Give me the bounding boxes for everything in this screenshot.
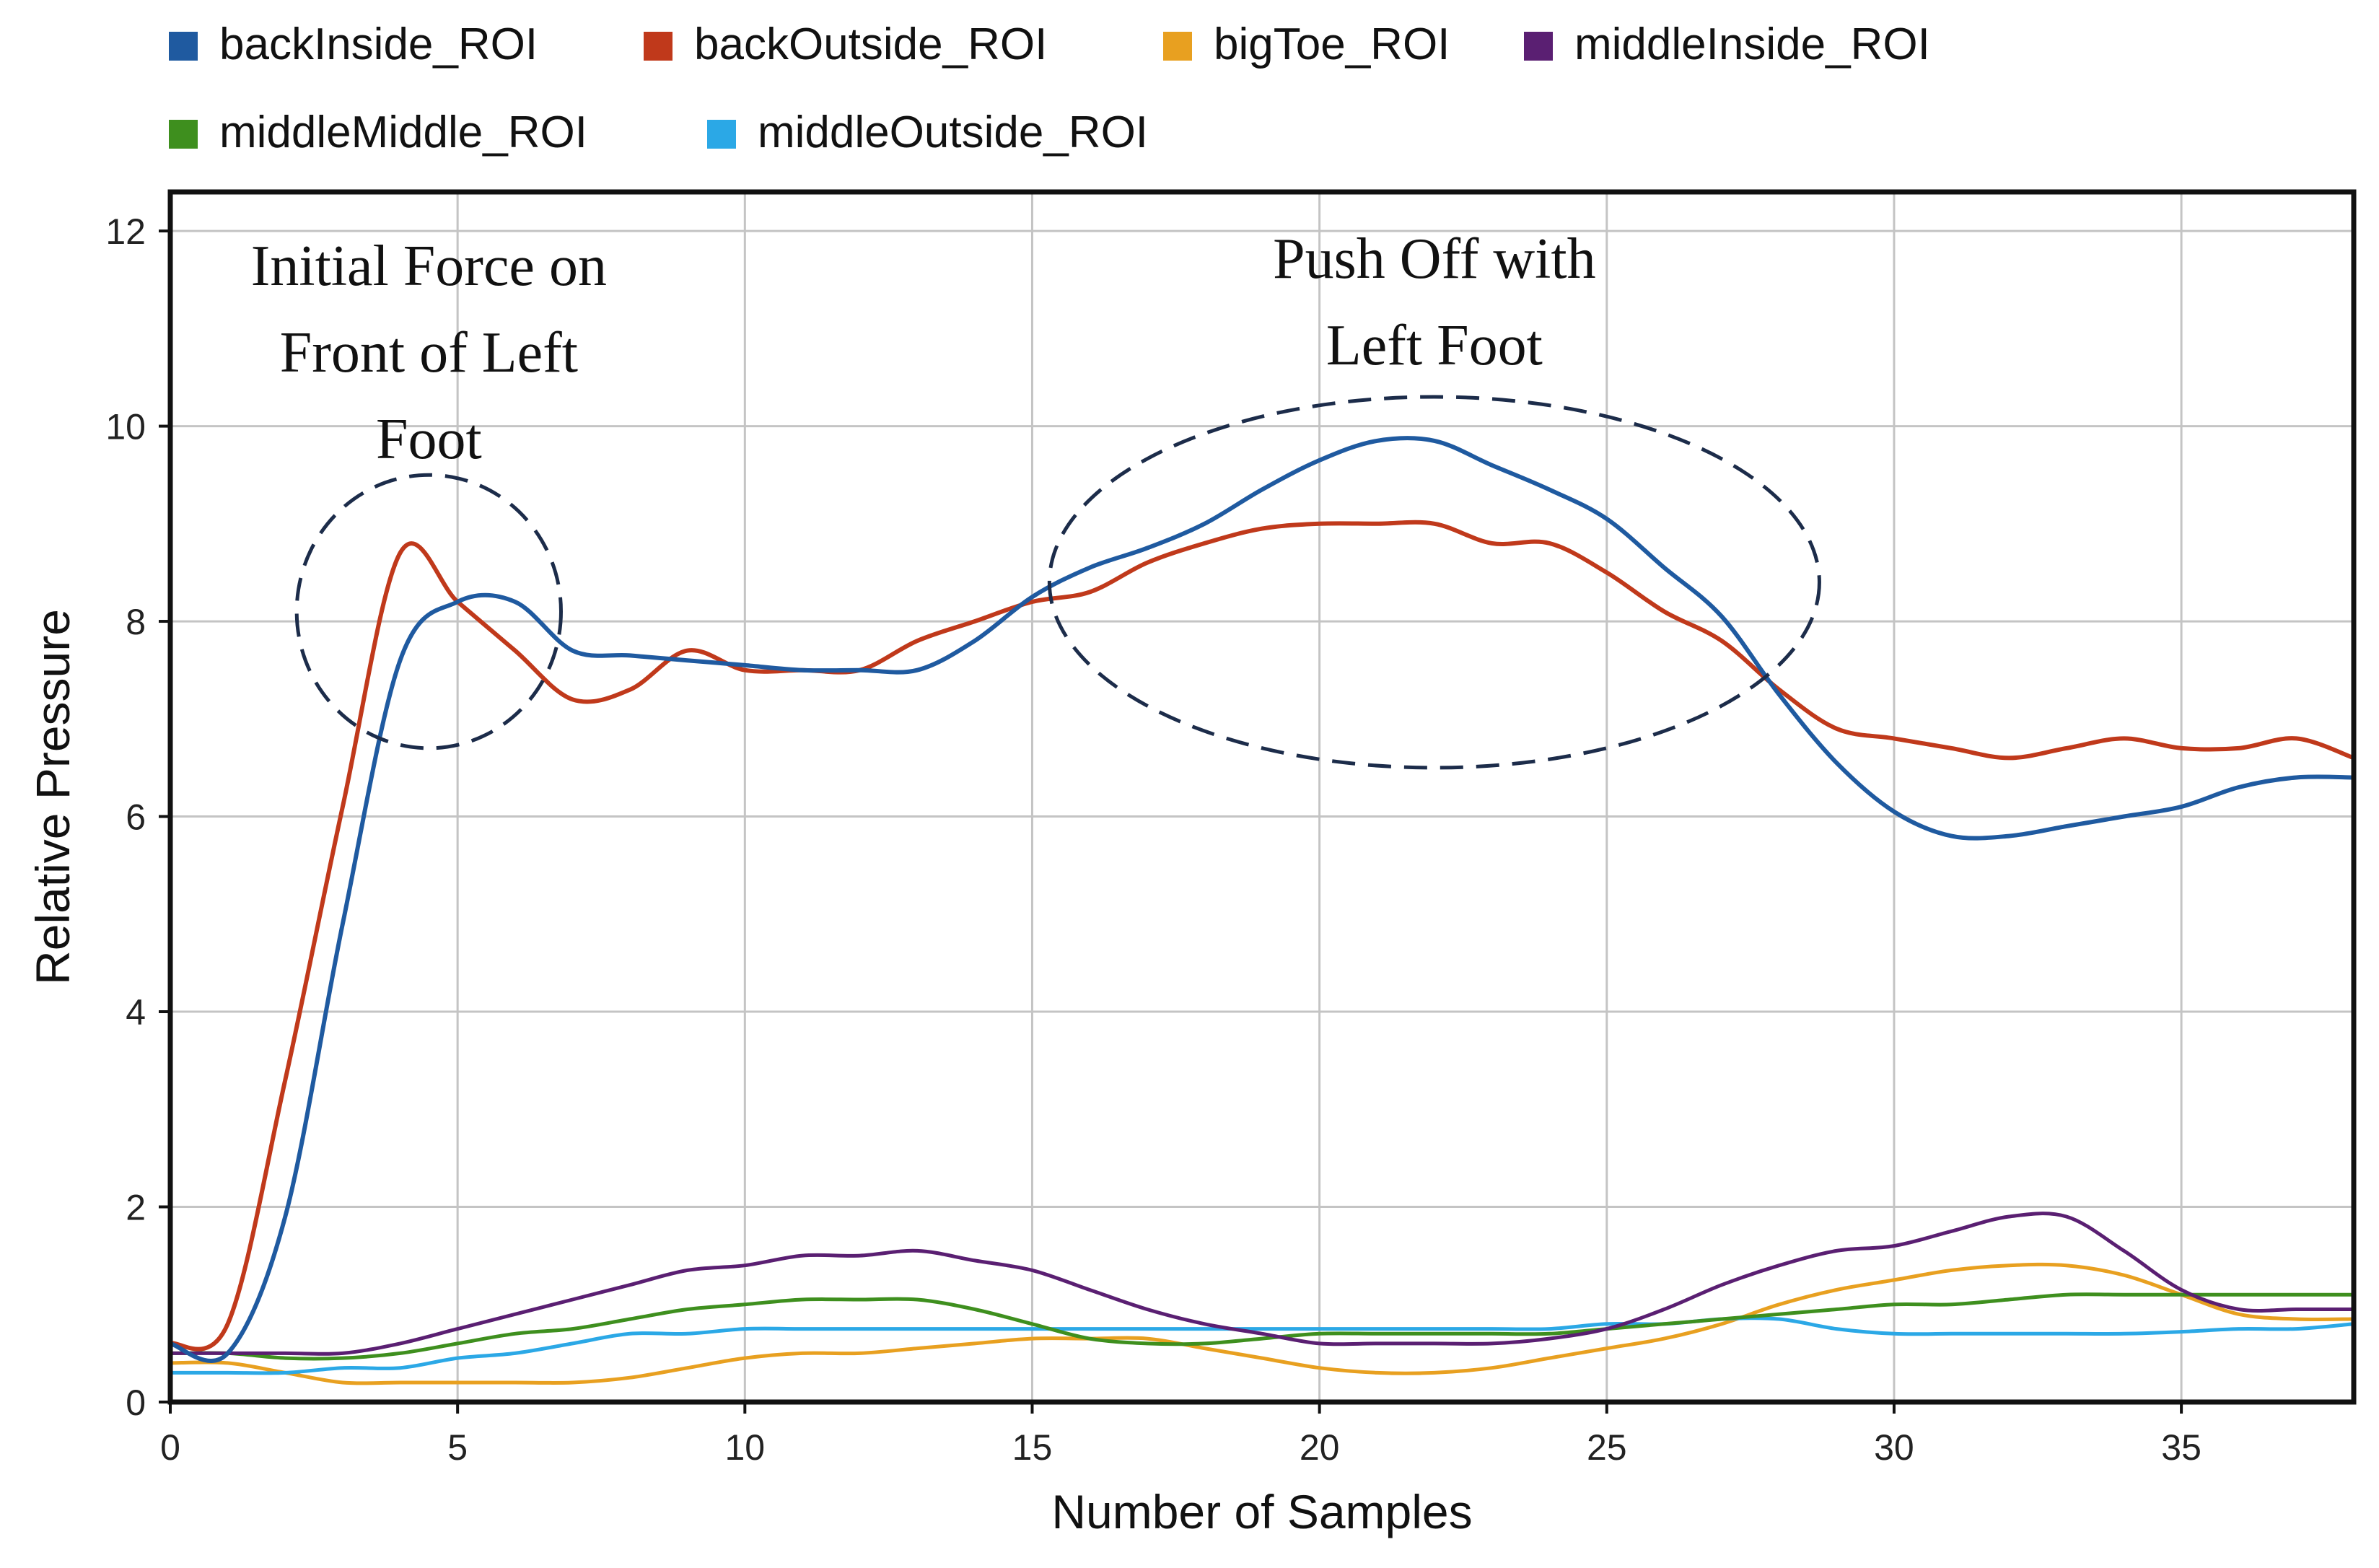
legend-swatch-middleMiddle_ROI bbox=[169, 120, 198, 149]
legend-label-backOutside_ROI: backOutside_ROI bbox=[694, 19, 1047, 69]
series-line-middleInside_ROI bbox=[168, 1212, 2356, 1356]
legend-label-middleMiddle_ROI: middleMiddle_ROI bbox=[219, 108, 587, 157]
grid-lines bbox=[170, 192, 2354, 1402]
series-line-middleMiddle_ROI bbox=[168, 1292, 2356, 1361]
legend-label-backInside_ROI: backInside_ROI bbox=[219, 19, 538, 69]
legend-swatch-backOutside_ROI bbox=[644, 32, 672, 61]
x-tick-label: 35 bbox=[2161, 1427, 2201, 1468]
y-tick-label: 8 bbox=[126, 602, 146, 642]
x-tick-label: 30 bbox=[1874, 1427, 1914, 1468]
legend-swatch-middleOutside_ROI bbox=[707, 120, 736, 149]
annotations: Initial Force on Front of Left Foot Push Of… bbox=[251, 227, 1821, 770]
series-line-bigToe_ROI bbox=[168, 1262, 2356, 1385]
x-tick-label: 0 bbox=[160, 1427, 180, 1468]
legend-swatch-bigToe_ROI bbox=[1163, 32, 1192, 61]
series-line-backOutside_ROI bbox=[168, 520, 2356, 1352]
annotation-text-1: Initial Force on bbox=[251, 235, 607, 298]
y-tick-label: 0 bbox=[126, 1383, 146, 1423]
series-line-middleOutside_ROI bbox=[168, 1316, 2356, 1375]
x-tick-label: 5 bbox=[447, 1427, 468, 1468]
legend-swatch-middleInside_ROI bbox=[1524, 32, 1553, 61]
y-tick-label: 2 bbox=[126, 1188, 146, 1228]
annotation-ellipse-1 bbox=[294, 473, 563, 750]
y-axis-title: Relative Pressure bbox=[26, 609, 79, 985]
y-tick-label: 6 bbox=[126, 797, 146, 838]
y-tick-label: 10 bbox=[105, 407, 146, 447]
annotation-text-1: Foot bbox=[376, 408, 482, 471]
legend-label-middleOutside_ROI: middleOutside_ROI bbox=[758, 108, 1148, 157]
series-line-backInside_ROI bbox=[168, 436, 2356, 1363]
annotation-text-1: Front of Left bbox=[280, 321, 578, 385]
x-tick-label: 10 bbox=[725, 1427, 766, 1468]
x-axis-title: Number of Samples bbox=[1051, 1485, 1472, 1538]
annotation-ellipse-2 bbox=[1047, 395, 1821, 770]
legend-label-middleInside_ROI: middleInside_ROI bbox=[1574, 19, 1930, 69]
plot-frame bbox=[167, 189, 2357, 1405]
y-tick-label: 4 bbox=[126, 992, 146, 1033]
y-axis-ticks: 0 2 4 6 8 10 12 bbox=[105, 211, 170, 1423]
legend-label-bigToe_ROI: bigToe_ROI bbox=[1214, 19, 1450, 69]
legend-swatch-backInside_ROI bbox=[169, 32, 198, 61]
x-tick-label: 25 bbox=[1587, 1427, 1627, 1468]
y-tick-label: 12 bbox=[105, 211, 146, 252]
x-tick-label: 15 bbox=[1012, 1427, 1053, 1468]
legend: backInside_ROI backOutside_ROI bigToe_ROI m… bbox=[169, 19, 1930, 157]
annotation-text-2: Push Off with bbox=[1273, 227, 1595, 291]
series-lines bbox=[168, 436, 2356, 1385]
x-axis-ticks: 0 5 10 15 20 25 30 35 bbox=[160, 1402, 2201, 1468]
x-tick-label: 20 bbox=[1300, 1427, 1340, 1468]
annotation-text-2: Left Foot bbox=[1326, 314, 1543, 377]
